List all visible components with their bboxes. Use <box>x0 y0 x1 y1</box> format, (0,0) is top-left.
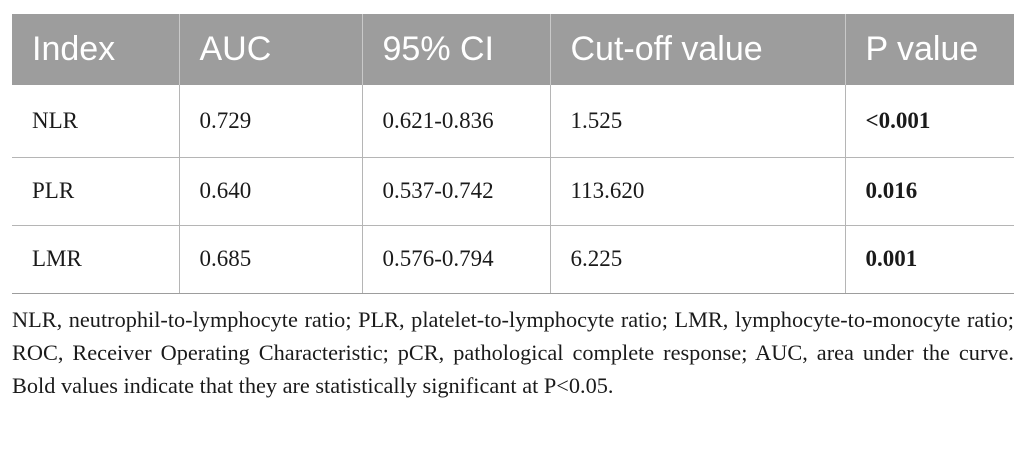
header-auc: AUC <box>178 14 362 85</box>
header-p-value: P value <box>844 14 1014 85</box>
cell-p-value: 0.001 <box>844 225 1014 294</box>
cell-ci: 0.537-0.742 <box>361 157 550 226</box>
cell-auc: 0.640 <box>178 157 362 226</box>
cell-auc: 0.685 <box>178 225 362 294</box>
header-ci: 95% CI <box>361 14 550 85</box>
results-table-container: Index AUC 95% CI Cut-off value P value N… <box>12 14 1014 294</box>
cell-index: PLR <box>12 157 179 226</box>
header-index: Index <box>12 14 179 85</box>
cell-auc: 0.729 <box>178 85 362 158</box>
header-cutoff: Cut-off value <box>549 14 845 85</box>
cell-cutoff: 113.620 <box>549 157 845 226</box>
cell-index: LMR <box>12 225 179 294</box>
table-row: NLR 0.729 0.621-0.836 1.525 <0.001 <box>12 85 1014 158</box>
cell-ci: 0.621-0.836 <box>361 85 550 158</box>
table-header: Index AUC 95% CI Cut-off value P value <box>12 14 1014 85</box>
cell-p-value: <0.001 <box>844 85 1014 158</box>
header-row: Index AUC 95% CI Cut-off value P value <box>12 14 1014 85</box>
cell-index: NLR <box>12 85 179 158</box>
roc-results-table: Index AUC 95% CI Cut-off value P value N… <box>12 14 1014 294</box>
cell-p-value: 0.016 <box>844 157 1014 226</box>
table-footnote: NLR, neutrophil-to-lymphocyte ratio; PLR… <box>12 307 1014 398</box>
cell-cutoff: 6.225 <box>549 225 845 294</box>
table-body: NLR 0.729 0.621-0.836 1.525 <0.001 PLR 0… <box>12 85 1014 294</box>
table-row: LMR 0.685 0.576-0.794 6.225 0.001 <box>12 225 1014 294</box>
cell-ci: 0.576-0.794 <box>361 225 550 294</box>
cell-cutoff: 1.525 <box>549 85 845 158</box>
table-row: PLR 0.640 0.537-0.742 113.620 0.016 <box>12 157 1014 226</box>
